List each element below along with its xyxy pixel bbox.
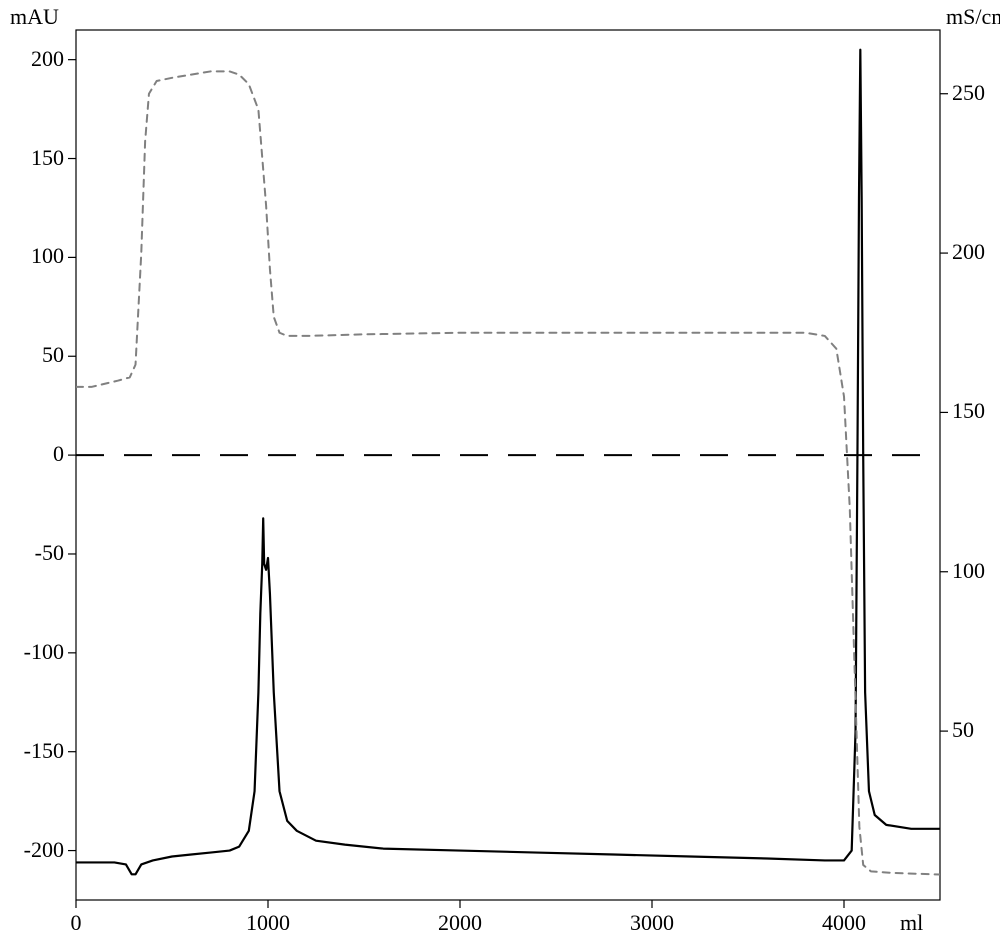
y-left-tick-label: 200 (31, 46, 64, 72)
y-left-tick-label: 100 (31, 243, 64, 269)
y-right-tick-label: 200 (952, 239, 985, 265)
y-left-tick-label: 0 (53, 441, 64, 467)
x-tick-label: 1000 (240, 910, 296, 936)
y-right-tick-label: 150 (952, 398, 985, 424)
y-left-tick-label: -150 (24, 738, 64, 764)
x-tick-label: 2000 (432, 910, 488, 936)
y-right-axis-label: mS/cm (946, 4, 1000, 30)
y-right-tick-label: 100 (952, 558, 985, 584)
x-tick-label: 0 (48, 910, 104, 936)
y-left-tick-label: 150 (31, 145, 64, 171)
chromatogram-chart: 0 1000 2000 3000 4000 ml -200 -150 -100 -50 0 50 100… (0, 0, 1000, 946)
y-left-tick-label: -200 (24, 837, 64, 863)
y-left-tick-label: -50 (35, 540, 64, 566)
y-right-tick-label: 250 (952, 80, 985, 106)
y-left-tick-label: 50 (42, 342, 64, 368)
x-axis-label: ml (900, 910, 923, 936)
plot-canvas (0, 0, 1000, 946)
y-left-tick-label: -100 (24, 639, 64, 665)
y-right-tick-label: 50 (952, 717, 974, 743)
x-tick-label: 4000 (816, 910, 872, 936)
x-tick-label: 3000 (624, 910, 680, 936)
y-left-axis-label: mAU (10, 4, 59, 30)
